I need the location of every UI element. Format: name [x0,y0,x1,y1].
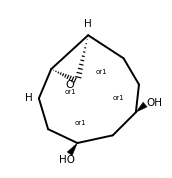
Polygon shape [136,102,147,112]
Text: or1: or1 [113,95,124,101]
Text: or1: or1 [65,89,77,95]
Text: H: H [84,19,92,29]
Text: H: H [25,93,33,103]
Text: OH: OH [147,98,163,108]
Text: or1: or1 [74,120,86,126]
Text: or1: or1 [96,69,108,75]
Polygon shape [67,143,77,156]
Text: O: O [65,80,74,90]
Text: HO: HO [59,155,75,165]
